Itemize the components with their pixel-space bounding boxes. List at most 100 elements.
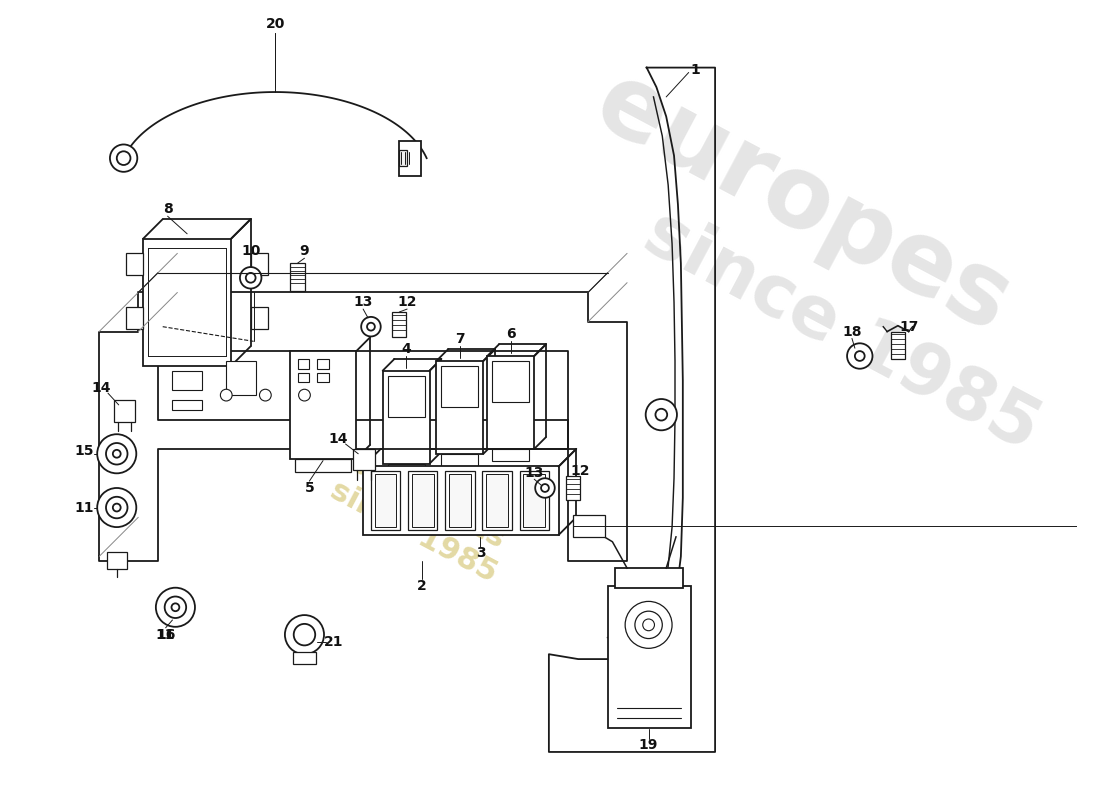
Bar (437, 361, 483, 454)
Bar (298, 373, 309, 382)
Circle shape (367, 322, 375, 330)
Bar (353, 449, 375, 470)
Circle shape (361, 317, 381, 337)
Text: 16: 16 (156, 628, 175, 642)
Bar (573, 515, 605, 537)
Bar (295, 458, 351, 472)
Bar (317, 373, 329, 382)
Circle shape (298, 390, 310, 401)
Bar (298, 359, 309, 369)
Text: 21: 21 (324, 635, 343, 650)
Bar (483, 471, 512, 530)
Text: 12: 12 (571, 464, 590, 478)
Bar (399, 150, 407, 166)
Circle shape (541, 484, 549, 492)
Text: since 1985: since 1985 (632, 198, 1052, 465)
Bar (399, 141, 421, 176)
Bar (173, 400, 201, 410)
Circle shape (646, 399, 676, 430)
Bar (615, 568, 683, 588)
Bar (383, 370, 430, 463)
Circle shape (156, 588, 195, 627)
Bar (143, 238, 231, 366)
Bar (487, 356, 535, 449)
Text: 12: 12 (397, 295, 417, 310)
Circle shape (855, 351, 865, 361)
Circle shape (656, 409, 668, 421)
Circle shape (110, 145, 138, 172)
Circle shape (113, 504, 121, 511)
Circle shape (220, 390, 232, 401)
Text: 10: 10 (241, 244, 261, 258)
Bar (492, 449, 529, 461)
Circle shape (97, 488, 136, 527)
Text: 20: 20 (265, 17, 285, 30)
Bar (566, 476, 580, 500)
Circle shape (117, 151, 131, 165)
Text: 13: 13 (525, 466, 543, 480)
Text: 17: 17 (899, 320, 918, 334)
Bar (441, 454, 478, 466)
Bar (524, 474, 544, 527)
Bar (173, 370, 201, 390)
Bar (293, 652, 316, 664)
Circle shape (106, 497, 128, 518)
Bar (441, 366, 478, 407)
Bar (387, 463, 425, 475)
Bar (387, 375, 425, 417)
Circle shape (165, 597, 186, 618)
Text: 1: 1 (691, 62, 701, 77)
Bar (375, 474, 396, 527)
Bar (486, 474, 508, 527)
Text: 14: 14 (329, 432, 349, 446)
Text: 6: 6 (506, 327, 516, 342)
Text: 18: 18 (843, 325, 861, 338)
Bar (446, 471, 474, 530)
Bar (449, 474, 471, 527)
Circle shape (172, 603, 179, 611)
Circle shape (635, 611, 662, 638)
Text: 9: 9 (299, 244, 309, 258)
Text: 11: 11 (156, 628, 175, 642)
Text: 3: 3 (475, 546, 485, 561)
Text: 13: 13 (353, 295, 373, 310)
Circle shape (97, 434, 136, 474)
Bar (125, 307, 143, 329)
Circle shape (847, 343, 872, 369)
Bar (492, 361, 529, 402)
Bar (393, 312, 406, 338)
Bar (113, 400, 135, 422)
Text: 8: 8 (163, 202, 173, 216)
Text: 15: 15 (75, 444, 95, 458)
Text: 14: 14 (91, 382, 111, 395)
Bar (371, 471, 400, 530)
Bar (251, 254, 268, 275)
Text: 2: 2 (417, 578, 427, 593)
Bar (289, 263, 306, 290)
Bar (891, 331, 905, 359)
Bar (251, 307, 268, 329)
Text: 4: 4 (402, 342, 411, 356)
Bar (412, 474, 433, 527)
Bar (227, 361, 255, 395)
Text: autoparts
since 1985: autoparts since 1985 (326, 446, 518, 588)
Circle shape (285, 615, 324, 654)
Text: 19: 19 (639, 738, 658, 752)
Text: 11: 11 (75, 501, 95, 514)
Circle shape (294, 624, 316, 646)
Bar (289, 351, 356, 458)
Text: europes: europes (579, 54, 1027, 354)
Circle shape (113, 450, 121, 458)
Circle shape (240, 267, 262, 289)
Circle shape (642, 619, 654, 630)
Circle shape (260, 390, 272, 401)
Circle shape (106, 443, 128, 465)
Bar (607, 586, 691, 727)
Bar (363, 466, 559, 535)
Bar (107, 551, 126, 569)
Text: 7: 7 (455, 332, 464, 346)
Text: 5: 5 (305, 481, 315, 495)
Circle shape (536, 478, 554, 498)
Bar (519, 471, 549, 530)
Circle shape (245, 273, 255, 282)
